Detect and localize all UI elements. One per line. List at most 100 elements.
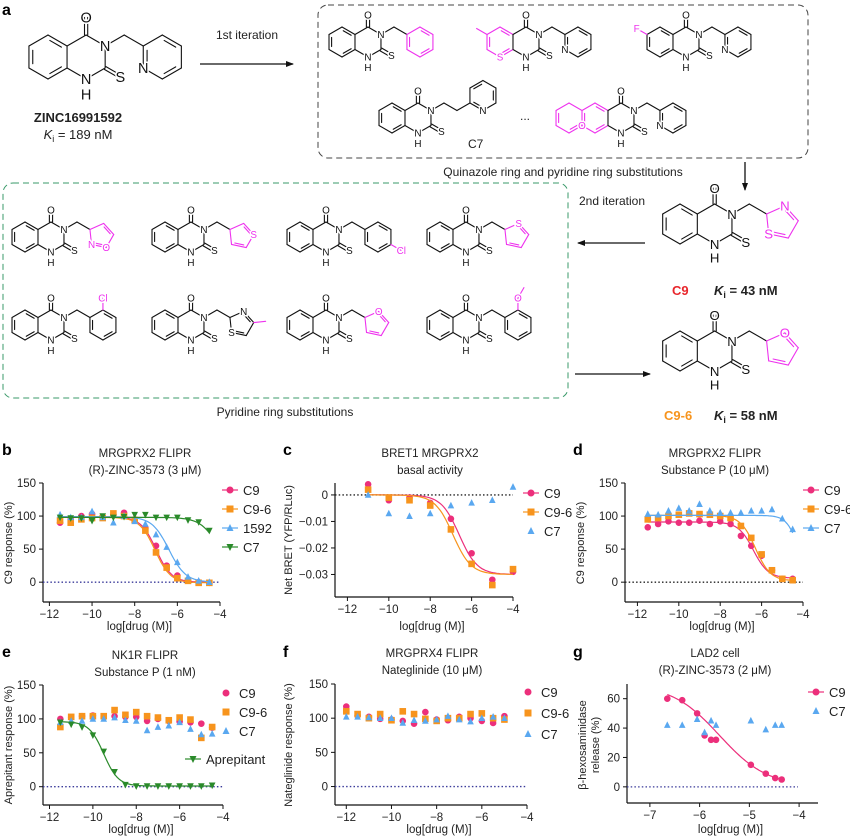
bond (300, 331, 310, 337)
bond (328, 26, 343, 36)
data-point (364, 481, 372, 488)
data-point (737, 522, 745, 530)
data-point (771, 774, 779, 782)
bond (681, 232, 693, 240)
atom-label: N (780, 199, 790, 214)
second-iteration-label: 2nd iteration (579, 194, 645, 208)
data-point (737, 532, 745, 540)
data-point (663, 695, 671, 702)
atom-label: O (322, 294, 330, 305)
bond (679, 360, 698, 372)
data-point (222, 727, 230, 734)
series-C7 (56, 511, 213, 535)
data-point (771, 721, 779, 728)
data-point (174, 558, 181, 566)
bond (243, 314, 251, 323)
data-point (654, 520, 662, 528)
data-point (707, 736, 715, 744)
bond (738, 48, 748, 54)
bond (24, 221, 39, 231)
atom-label: S (641, 127, 648, 138)
bond (177, 221, 192, 231)
data-point (142, 527, 149, 534)
data-point (665, 518, 672, 525)
bond (24, 243, 39, 253)
ki-symbol: K (44, 127, 54, 142)
bond (634, 123, 646, 131)
bond (203, 221, 218, 231)
atom-label: S (764, 227, 773, 242)
bond (766, 332, 786, 342)
atom-label: Cl (98, 294, 107, 305)
atom-label: N (100, 39, 110, 55)
legend-item-C9: C9 (222, 483, 260, 498)
x-tick-label: −12 (628, 609, 648, 621)
bond (491, 221, 506, 231)
data-point (665, 506, 672, 514)
y-axis-label: β-hexosaminidase (577, 700, 589, 789)
atom-label: S (388, 51, 395, 62)
data-point (467, 710, 474, 718)
data-point (385, 509, 393, 517)
atom-label: H (462, 258, 469, 269)
bond (787, 347, 799, 366)
data-point (812, 707, 820, 714)
data-point (524, 688, 532, 696)
bond (766, 340, 770, 362)
data-point (716, 512, 724, 520)
bond (202, 333, 215, 341)
bond (500, 30, 510, 36)
bond (230, 331, 247, 337)
bond (25, 331, 35, 337)
x-tick-label: −12 (337, 812, 357, 824)
data-point (747, 506, 755, 514)
data-point (685, 519, 693, 526)
bond (142, 34, 163, 47)
ki-symbol: K (714, 283, 725, 298)
data-point (57, 719, 64, 727)
chart-panel-g: g LAD2 cell (R)-ZINC-3573 (2 μM) β-hexosami… (573, 644, 846, 836)
legend-item-1592: 1592 (222, 521, 272, 536)
legend-label: 1592 (243, 521, 272, 536)
data-point (226, 544, 234, 551)
bond (659, 26, 674, 36)
bond (730, 361, 746, 371)
bond (299, 221, 314, 231)
y-tick-label: 50 (23, 544, 36, 556)
data-point (110, 518, 117, 526)
x-tick-label: −6 (465, 604, 478, 616)
legend-item-C9: C9 (808, 685, 846, 700)
bond (142, 67, 163, 80)
atom-label: N (475, 313, 482, 324)
bond (768, 360, 789, 366)
y-axis-label: Aprepitant response (%) (3, 686, 15, 805)
legend-item-C7: C7 (222, 724, 256, 739)
bond (286, 309, 301, 319)
bond (714, 330, 733, 342)
bond (190, 243, 205, 253)
bond (103, 313, 113, 319)
atom-label: Cl (397, 246, 406, 257)
legend-item-C7: C7 (222, 540, 260, 555)
y-axis-label: Nateglinide response (%) (283, 683, 295, 807)
bond (539, 47, 551, 55)
atom-label: S (71, 246, 78, 257)
bond (768, 233, 789, 239)
bond (509, 242, 520, 246)
bond (748, 203, 768, 215)
bond (607, 124, 622, 134)
data-point (195, 519, 202, 526)
atom-label: S (497, 53, 504, 64)
bond (784, 337, 795, 348)
atom-label: N (535, 30, 542, 41)
ki-value: = 189 nM (54, 127, 112, 142)
bond (772, 231, 786, 236)
y-tick-label: 50 (23, 748, 36, 760)
atom-label: S (741, 235, 750, 250)
legend-item-C9-6: C9-6 (222, 502, 271, 517)
bond (76, 221, 91, 231)
bond (473, 101, 483, 108)
y-axis-label: Net BRET (YFP/RLuc) (283, 485, 295, 595)
